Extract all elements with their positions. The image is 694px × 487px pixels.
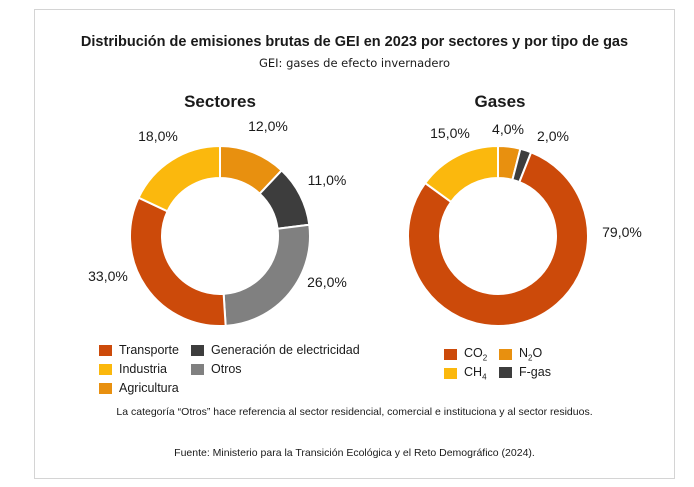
legend-swatch [444, 367, 457, 379]
slice-label: 15,0% [430, 125, 470, 141]
legend-swatch [191, 344, 204, 356]
legend-item: Generación de electricidad [191, 343, 360, 357]
slice-label: 4,0% [492, 121, 524, 137]
legend-swatch [191, 363, 204, 375]
legend-label: Agricultura [119, 381, 179, 395]
slice-label: 26,0% [307, 274, 347, 290]
legend-label: Transporte [119, 343, 179, 357]
panel-title-sectores: Sectores [184, 92, 256, 111]
chart-frame [34, 9, 675, 479]
donut-slice-transporte [129, 196, 227, 327]
chart-note: La categoría “Otros” hace referencia al … [116, 406, 593, 418]
donut-slice-industria [137, 144, 221, 213]
donut-gases: 4,0% 2,0% 79,0% 15,0% [407, 121, 642, 327]
legend-item: F-gas [499, 365, 551, 379]
chart-subtitle: GEI: gases de efecto invernadero [258, 56, 451, 70]
legend-label: CO2 [464, 346, 488, 363]
legend-item: Industria [99, 362, 167, 376]
donut-slice-otros [222, 223, 311, 327]
legend-label: Otros [211, 362, 242, 376]
legend-swatch [444, 348, 457, 360]
slice-label: 18,0% [138, 128, 178, 144]
legend-label: Industria [119, 362, 167, 376]
legend-swatch [499, 348, 512, 360]
legend-item: Transporte [99, 343, 179, 357]
legend-item: Otros [191, 362, 242, 376]
slice-label: 79,0% [602, 224, 642, 240]
donut-slice-ch4 [423, 144, 499, 204]
legend-item: N2O [499, 346, 542, 363]
legend-label: F-gas [519, 365, 551, 379]
legend-label: Generación de electricidad [211, 343, 360, 357]
legend-item: Agricultura [99, 381, 179, 395]
legend-swatch [99, 382, 112, 394]
panel-title-gases: Gases [474, 92, 526, 111]
slice-label: 12,0% [248, 118, 288, 134]
legend-item: CH4 [444, 365, 487, 382]
legend-label: CH4 [464, 365, 487, 382]
donut-sectores: 12,0% 11,0% 26,0% 33,0% 18,0% [88, 118, 347, 327]
slice-label: 33,0% [88, 268, 128, 284]
legend-swatch [499, 366, 512, 378]
chart-title: Distribución de emisiones brutas de GEI … [80, 34, 629, 50]
chart-source: Fuente: Ministerio para la Transición Ec… [174, 447, 535, 459]
slice-label: 11,0% [308, 172, 347, 188]
slice-label: 2,0% [537, 128, 569, 144]
legend-swatch [99, 363, 112, 375]
donut-slice-co2 [407, 151, 589, 327]
legend-item: CO2 [444, 346, 487, 363]
legend-swatch [99, 344, 112, 356]
legend-label: N2O [519, 346, 543, 363]
